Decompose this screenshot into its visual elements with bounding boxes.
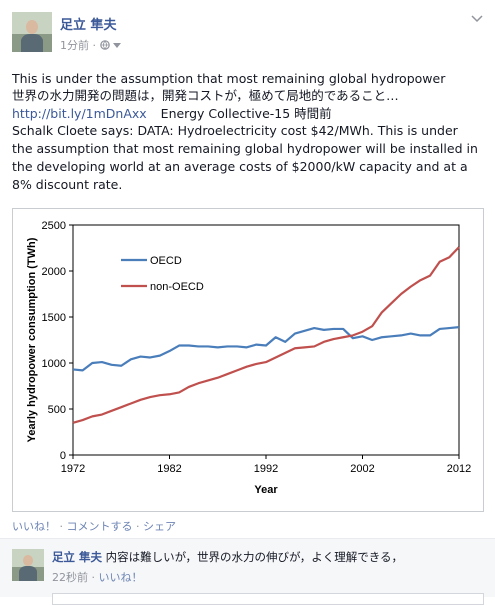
meta-separator: · <box>92 39 97 52</box>
comment-text: 内容は難しいが，世界の水力の伸びが，よく理解できる， <box>105 550 404 564</box>
post-options-chevron-icon[interactable] <box>471 12 483 27</box>
share-link[interactable]: シェア <box>143 520 176 533</box>
comment-link[interactable]: コメントする <box>66 520 133 533</box>
y-tick-label: 500 <box>48 404 66 416</box>
chart-image[interactable]: 0 500 1000 1500 2000 2500 1972 1982 1992 2002 2012… <box>12 208 484 512</box>
post-meta: 1分前 · <box>60 37 121 53</box>
post-time[interactable]: 1分前 <box>60 39 89 52</box>
y-tick-label: 2000 <box>42 266 66 278</box>
comment-time[interactable]: 22秒前 <box>52 571 88 584</box>
legend-label: non-OECD <box>150 281 204 293</box>
y-tick-label: 0 <box>60 450 66 462</box>
legend-label: OECD <box>150 255 182 267</box>
x-tick-label: 1992 <box>254 463 278 475</box>
post-author[interactable]: 足立 隼夫 <box>60 18 117 33</box>
comment-like-link[interactable]: いいね！ <box>98 571 143 584</box>
privacy-dropdown-icon[interactable] <box>113 39 121 52</box>
y-tick-label: 1500 <box>42 312 66 324</box>
comment-input[interactable] <box>52 593 484 605</box>
avatar[interactable] <box>12 12 52 52</box>
action-separator: · <box>56 520 67 533</box>
y-tick-label: 2500 <box>42 220 66 232</box>
comment-avatar[interactable] <box>12 549 44 581</box>
y-axis-label: Yearly hydropower consumption (TWh) <box>26 237 38 442</box>
like-link[interactable]: いいね！ <box>12 520 56 533</box>
post-actions: いいね！ · コメントする · シェア <box>12 518 176 534</box>
post-body-line: 8% discount rate. <box>12 177 123 192</box>
comment-meta: 22秒前 · いいね！ <box>52 571 143 584</box>
post-text-line-2: 世界の水力開発の問題は，開発コストが，極めて局地的であること… <box>12 88 399 103</box>
x-tick-label: 1972 <box>61 463 85 475</box>
post-text-line-1: This is under the assumption that most r… <box>12 71 446 86</box>
action-separator: · <box>132 520 143 533</box>
link-preview-line: http://bit.ly/1mDnAxx Energy Collective-… <box>12 105 487 123</box>
link-source: Energy Collective-15 時間前 <box>160 106 332 121</box>
x-tick-label: 1982 <box>157 463 181 475</box>
x-tick-label: 2012 <box>447 463 471 475</box>
post-body-line: the assumption that most remaining globa… <box>12 141 478 156</box>
hydropower-chart: 0 500 1000 1500 2000 2500 1972 1982 1992 2002 2012… <box>26 220 471 496</box>
comment-section: 足立 隼夫 内容は難しいが，世界の水力の伸びが，よく理解できる， 22秒前 · … <box>0 538 495 605</box>
comment-body: 足立 隼夫 内容は難しいが，世界の水力の伸びが，よく理解できる， <box>52 549 403 565</box>
x-tick-label: 2002 <box>350 463 374 475</box>
globe-icon[interactable] <box>99 39 110 52</box>
comment-author[interactable]: 足立 隼夫 <box>52 550 103 564</box>
post-body-line: the developing world at an average costs… <box>12 159 468 174</box>
y-tick-label: 1000 <box>42 358 66 370</box>
series-line-non-oecd <box>72 246 460 424</box>
post-link[interactable]: http://bit.ly/1mDnAxx <box>12 106 147 121</box>
post-body-line: Schalk Cloete says: DATA: Hydroelectrici… <box>12 123 458 138</box>
series-line-oecd <box>72 326 460 372</box>
x-axis-label: Year <box>254 484 278 496</box>
